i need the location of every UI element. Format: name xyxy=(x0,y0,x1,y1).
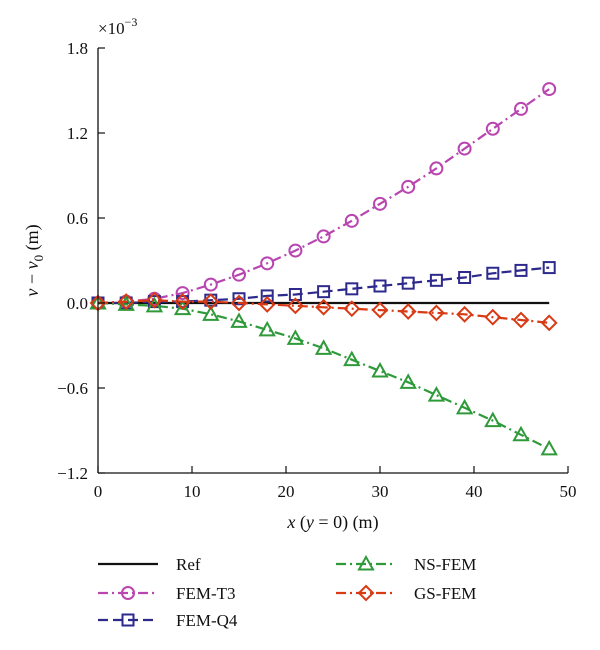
data-point-fem-q4 xyxy=(232,292,246,306)
data-point-ns-fem xyxy=(371,361,389,378)
data-point-ns-fem xyxy=(230,312,248,328)
data-point-fem-t3 xyxy=(260,256,275,271)
data-point-fem-q4 xyxy=(486,266,500,280)
data-point-fem-q4 xyxy=(514,263,528,277)
y-axis-label: v − v0 (m) xyxy=(22,224,46,296)
data-point-ns-fem xyxy=(314,339,333,355)
x-tick-label: 0 xyxy=(94,482,103,501)
data-point-fem-t3 xyxy=(203,277,218,292)
legend-item-gs-fem: GS-FEM xyxy=(336,584,476,603)
data-point-fem-q4 xyxy=(176,295,190,309)
y-tick-label: −0.6 xyxy=(57,379,88,398)
legend-marker-ns-fem xyxy=(357,554,375,571)
data-point-gs-fem xyxy=(258,296,276,313)
data-point-fem-t3 xyxy=(542,82,557,97)
data-point-fem-q4 xyxy=(542,261,556,275)
y-tick-label: 0.0 xyxy=(67,294,88,313)
legend-label-fem-q4: FEM-Q4 xyxy=(176,611,238,630)
data-point-fem-t3 xyxy=(175,286,190,301)
legend: Ref FEM-T3 FEM-Q4 NS-FEM GS-FEM xyxy=(98,554,476,630)
legend-label-fem-t3: FEM-T3 xyxy=(176,584,236,603)
data-point-fem-q4 xyxy=(429,273,443,287)
data-point-fem-t3 xyxy=(232,267,246,282)
data-point-fem-t3 xyxy=(514,101,528,116)
y-tick-label: 0.6 xyxy=(67,209,88,228)
data-point-gs-fem xyxy=(145,291,163,309)
legend-item-fem-t3: FEM-T3 xyxy=(98,584,236,603)
series-fem-t3 xyxy=(91,82,557,310)
data-point-fem-t3 xyxy=(373,196,387,211)
data-point-fem-q4 xyxy=(345,282,359,296)
x-tick-label: 20 xyxy=(278,482,295,501)
data-point-ns-fem xyxy=(258,320,276,337)
data-point-gs-fem xyxy=(484,308,502,326)
series-ns-fem xyxy=(89,293,558,456)
axes: 0 10 20 30 40 50 −1.2 −0.6 0.0 0.6 1.2 1.8 ×10−3 x (y… xyxy=(22,15,577,533)
data-point-gs-fem xyxy=(202,293,220,310)
data-point-gs-fem xyxy=(343,300,361,318)
x-tick-label: 30 xyxy=(372,482,389,501)
data-point-fem-q4 xyxy=(260,289,274,303)
data-point-ns-fem xyxy=(286,329,305,345)
x-tick-label: 10 xyxy=(184,482,201,501)
data-point-gs-fem xyxy=(230,294,248,312)
legend-item-ref: Ref xyxy=(98,555,201,574)
y-tick-label: 1.8 xyxy=(67,39,88,58)
data-point-fem-t3 xyxy=(401,179,416,194)
x-axis-label: x (y = 0) (m) xyxy=(286,512,378,533)
y-tick-label: 1.2 xyxy=(67,124,88,143)
data-point-ns-fem xyxy=(427,386,446,402)
data-point-ns-fem xyxy=(484,411,502,428)
data-point-gs-fem xyxy=(117,293,135,310)
data-point-fem-t3 xyxy=(344,213,359,228)
data-point-fem-t3 xyxy=(429,161,444,176)
data-point-fem-t3 xyxy=(485,121,500,136)
data-point-gs-fem xyxy=(286,297,304,315)
data-point-ns-fem xyxy=(540,439,558,456)
x-tick-label: 50 xyxy=(560,482,577,501)
data-point-ns-fem xyxy=(399,373,417,389)
data-point-fem-t3 xyxy=(316,229,331,244)
data-point-fem-t3 xyxy=(288,243,303,258)
data-point-fem-q4 xyxy=(373,279,387,293)
legend-label-gs-fem: GS-FEM xyxy=(414,584,476,603)
series-gs-fem xyxy=(89,291,558,332)
data-point-fem-q4 xyxy=(317,285,331,299)
data-point-ns-fem xyxy=(145,296,164,313)
legend-marker-gs-fem xyxy=(357,584,375,602)
y-multiplier: ×10−3 xyxy=(98,15,137,38)
series-line-fem-t3 xyxy=(97,88,550,305)
data-point-gs-fem xyxy=(371,301,389,319)
legend-marker-fem-t3 xyxy=(121,586,135,600)
data-point-gs-fem xyxy=(315,298,333,316)
data-point-ns-fem xyxy=(173,299,192,316)
data-point-gs-fem xyxy=(174,293,192,310)
data-point-ns-fem xyxy=(455,398,474,415)
legend-item-fem-q4: FEM-Q4 xyxy=(98,611,238,630)
data-point-ns-fem xyxy=(343,350,361,367)
legend-label-ref: Ref xyxy=(176,555,201,574)
data-point-gs-fem xyxy=(540,314,558,332)
series-line-ns-fem xyxy=(97,301,550,450)
data-point-gs-fem xyxy=(399,303,417,320)
data-point-fem-t3 xyxy=(457,141,472,156)
series-line-gs-fem xyxy=(97,299,550,324)
data-point-gs-fem xyxy=(512,311,530,329)
legend-item-ns-fem: NS-FEM xyxy=(336,554,476,574)
legend-marker-fem-q4 xyxy=(121,613,135,627)
data-point-ns-fem xyxy=(202,305,220,321)
data-point-fem-q4 xyxy=(401,276,415,290)
x-tick-label: 40 xyxy=(466,482,483,501)
data-point-fem-q4 xyxy=(458,271,472,284)
data-point-gs-fem xyxy=(427,304,445,322)
plot-area xyxy=(89,82,558,456)
legend-label-ns-fem: NS-FEM xyxy=(414,555,476,574)
y-tick-label: −1.2 xyxy=(57,464,88,483)
data-point-ns-fem xyxy=(512,425,530,442)
data-point-gs-fem xyxy=(456,305,474,323)
